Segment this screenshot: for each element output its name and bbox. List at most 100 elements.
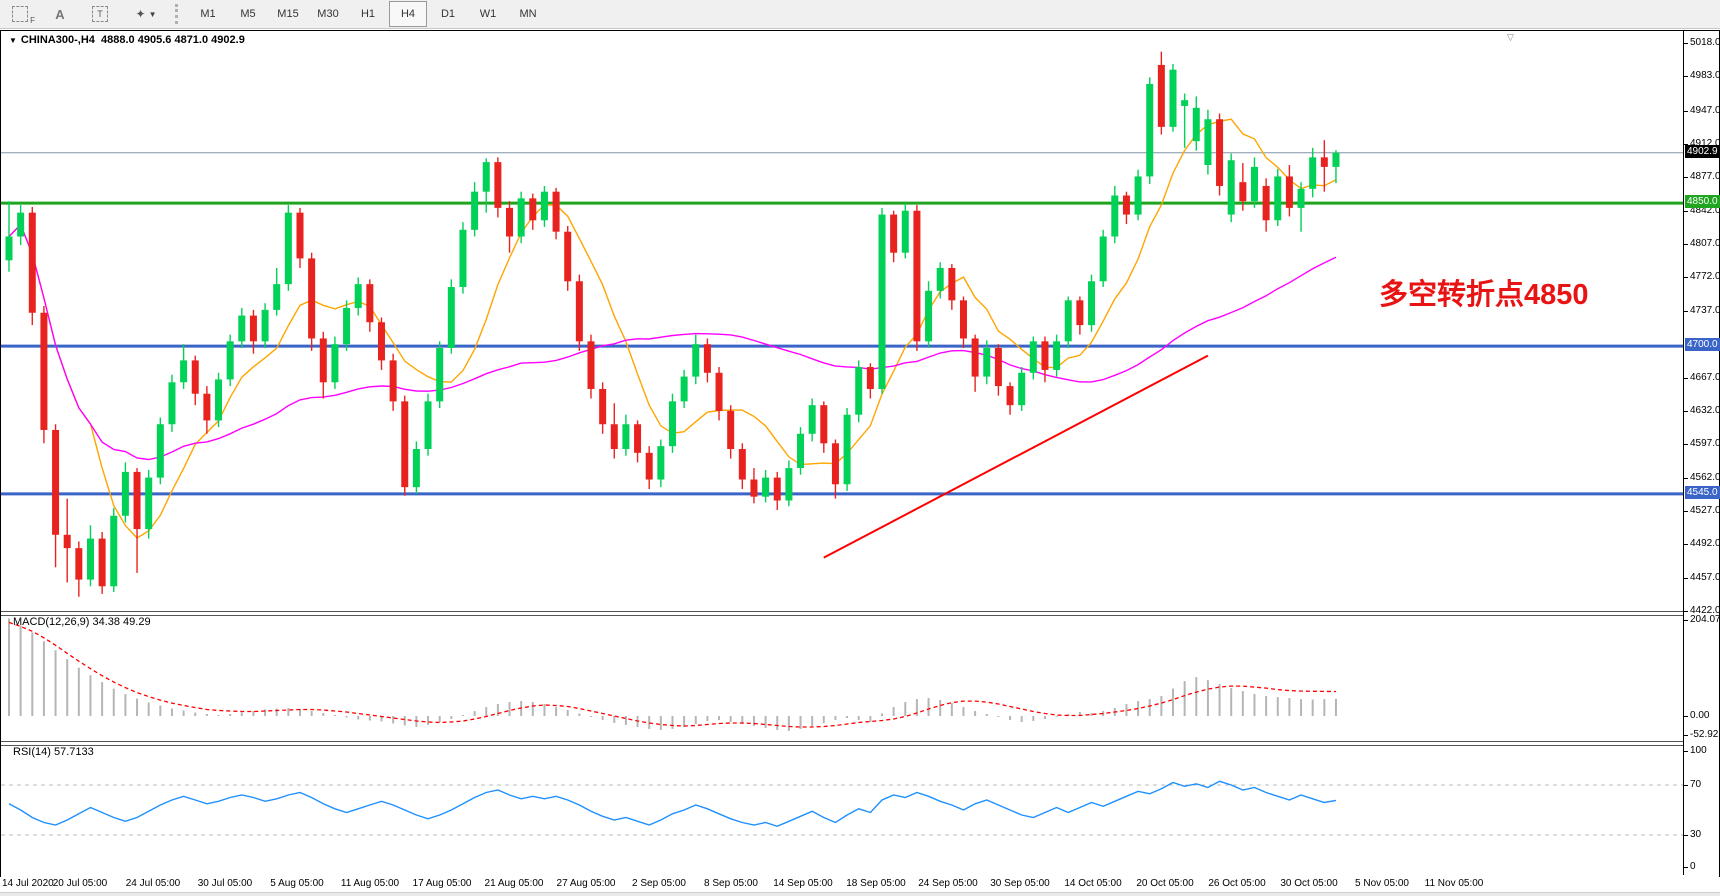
axis-tick-label: 4457.0 xyxy=(1690,572,1720,583)
price-plot[interactable] xyxy=(1,31,1683,611)
axis-tick-mark xyxy=(1684,735,1688,736)
macd-label: MACD(12,26,9) 34.38 49.29 xyxy=(13,616,151,628)
timeframe-button-H4[interactable]: H4 xyxy=(389,1,427,27)
rsi-plot[interactable] xyxy=(1,744,1683,875)
axis-tick-label: 4772.0 xyxy=(1690,271,1720,282)
axis-tick-mark xyxy=(1684,111,1688,112)
high-value: 4905.6 xyxy=(137,34,172,46)
macd-histogram xyxy=(8,618,1337,731)
axis-tick-mark xyxy=(1684,544,1688,545)
timeframe-button-D1[interactable]: D1 xyxy=(440,8,456,20)
selection-tool-button[interactable]: F xyxy=(1,1,39,27)
date-label: 30 Jul 05:00 xyxy=(197,878,253,889)
pane-separator[interactable] xyxy=(1,741,1683,746)
axis-tick-label: 4597.0 xyxy=(1690,438,1720,449)
axis-tick-mark xyxy=(1684,378,1688,379)
date-label: 14 Sep 05:00 xyxy=(773,878,833,889)
bottom-scrollbar[interactable] xyxy=(0,892,1720,896)
text-label-tool-icon: A xyxy=(55,6,65,22)
timeframe-button-M5[interactable]: M5 xyxy=(240,8,256,20)
macd-plot[interactable] xyxy=(1,614,1683,741)
axis-tick-label: 204.07 xyxy=(1690,614,1720,625)
axis-tick-mark xyxy=(1684,76,1688,77)
axis-tick-label: 4877.0 xyxy=(1690,171,1720,182)
axis-tick-label: 70 xyxy=(1690,779,1702,790)
date-label: 30 Oct 05:00 xyxy=(1280,878,1338,889)
axis-tick-label: 5018.0 xyxy=(1690,37,1720,48)
axis-tick-label: 4667.0 xyxy=(1690,372,1720,383)
timeframe-button-H1[interactable]: H1 xyxy=(360,8,376,20)
pane-separator[interactable] xyxy=(1,611,1683,616)
toolbar-grip[interactable] xyxy=(175,4,185,24)
date-label: 11 Aug 05:00 xyxy=(340,878,400,889)
symbol-period-label: CHINA300-,H4 xyxy=(20,34,95,46)
axis-tick-mark xyxy=(1684,511,1688,512)
date-label: 24 Sep 05:00 xyxy=(918,878,978,889)
axis-tick-label: 100 xyxy=(1690,745,1707,756)
axis-tick-mark xyxy=(1684,144,1688,145)
date-label: 14 Jul 2020 xyxy=(2,878,54,889)
axis-tick-label: 4492.0 xyxy=(1690,538,1720,549)
timeframe-button-M1[interactable]: M1 xyxy=(200,8,216,20)
price-axis[interactable]: 5018.0 4983.0 4947.0 4912.0 4877.0 4842.0 4807… xyxy=(1683,31,1720,875)
close-value: 4902.9 xyxy=(211,34,245,46)
date-axis[interactable]: 14 Jul 2020 20 Jul 05:00 24 Jul 05:00 30 Ju… xyxy=(0,877,1720,892)
level-tag-4700: 4700.0 xyxy=(1685,338,1720,351)
plot-column: ▼ CHINA300-,H4 4888.0 4905.6 4871.0 4902.… xyxy=(1,31,1683,875)
timeframe-button-W1[interactable]: W1 xyxy=(479,8,497,20)
date-label: 5 Aug 05:00 xyxy=(270,878,324,889)
axis-tick-label: 0.00 xyxy=(1690,710,1710,721)
chart-shift-marker[interactable]: ▽ xyxy=(1507,32,1514,42)
timeframe-toolbar: M1 M5 M15 M30 H1 H4 D1 W1 MN xyxy=(188,1,548,27)
timeframe-button-MN[interactable]: MN xyxy=(519,8,537,20)
low-value: 4871.0 xyxy=(174,34,209,46)
date-label: 18 Sep 05:00 xyxy=(846,878,906,889)
rsi-pane[interactable]: RSI(14) 57.7133 xyxy=(1,744,1683,875)
date-label: 21 Aug 05:00 xyxy=(484,878,544,889)
timeframe-button-M15[interactable]: M15 xyxy=(277,8,299,20)
axis-tick-mark xyxy=(1684,177,1688,178)
text-box-tool-button[interactable]: T xyxy=(81,1,119,27)
symbol-dropdown-icon[interactable]: ▼ xyxy=(9,36,17,45)
price-chart-pane[interactable]: ▼ CHINA300-,H4 4888.0 4905.6 4871.0 4902.… xyxy=(1,31,1683,611)
axis-tick-label: 4737.0 xyxy=(1690,305,1720,316)
axis-tick-mark xyxy=(1684,785,1688,786)
timeframe-button-M30[interactable]: M30 xyxy=(317,8,339,20)
ma-slow-line xyxy=(8,223,1337,461)
axis-tick-mark xyxy=(1684,867,1688,868)
rsi-line xyxy=(8,780,1337,828)
axis-tick-mark xyxy=(1684,411,1688,412)
axis-tick-label: 4562.0 xyxy=(1690,472,1720,483)
chart-window[interactable]: ▼ CHINA300-,H4 4888.0 4905.6 4871.0 4902.… xyxy=(0,30,1720,878)
axis-tick-label: -52.92 xyxy=(1690,729,1719,740)
axis-tick-label: 4983.0 xyxy=(1690,70,1720,81)
axis-tick-label: 4807.0 xyxy=(1690,238,1720,249)
date-label: 20 Jul 05:00 xyxy=(52,878,108,889)
candlestick-series xyxy=(5,51,1340,597)
text-box-tool-icon: T xyxy=(92,6,108,22)
style-tool-button[interactable]: ✦ ▼ xyxy=(121,1,171,27)
level-tag-4545: 4545.0 xyxy=(1685,486,1720,499)
date-label: 17 Aug 05:00 xyxy=(412,878,472,889)
axis-tick-label: 4422.0 xyxy=(1690,605,1720,616)
bid-price-tag: 4902.9 xyxy=(1685,145,1720,158)
selection-tool-icon xyxy=(12,6,28,22)
style-tool-icon: ✦ xyxy=(135,7,146,21)
axis-tick-mark xyxy=(1684,835,1688,836)
axis-tick-label: 4947.0 xyxy=(1690,105,1720,116)
axis-tick-mark xyxy=(1684,578,1688,579)
axis-tick-mark xyxy=(1684,244,1688,245)
date-label: 11 Nov 05:00 xyxy=(1424,878,1484,889)
text-label-tool-button[interactable]: A xyxy=(41,1,79,27)
axis-tick-mark xyxy=(1684,277,1688,278)
axis-tick-mark xyxy=(1684,620,1688,621)
date-label: 2 Sep 05:00 xyxy=(632,878,686,889)
chart-title: ▼ CHINA300-,H4 4888.0 4905.6 4871.0 4902.… xyxy=(9,34,245,46)
top-toolbar: F A T ✦ ▼ M1 M5 M15 M30 H1 H4 D1 W1 MN xyxy=(0,0,1720,29)
date-label: 24 Jul 05:00 xyxy=(125,878,181,889)
macd-pane[interactable]: MACD(12,26,9) 34.38 49.29 xyxy=(1,614,1683,741)
annotation-text[interactable]: 多空转折点4850 xyxy=(1379,279,1589,311)
date-label: 26 Oct 05:00 xyxy=(1208,878,1266,889)
dropdown-arrow-icon: ▼ xyxy=(148,9,157,19)
